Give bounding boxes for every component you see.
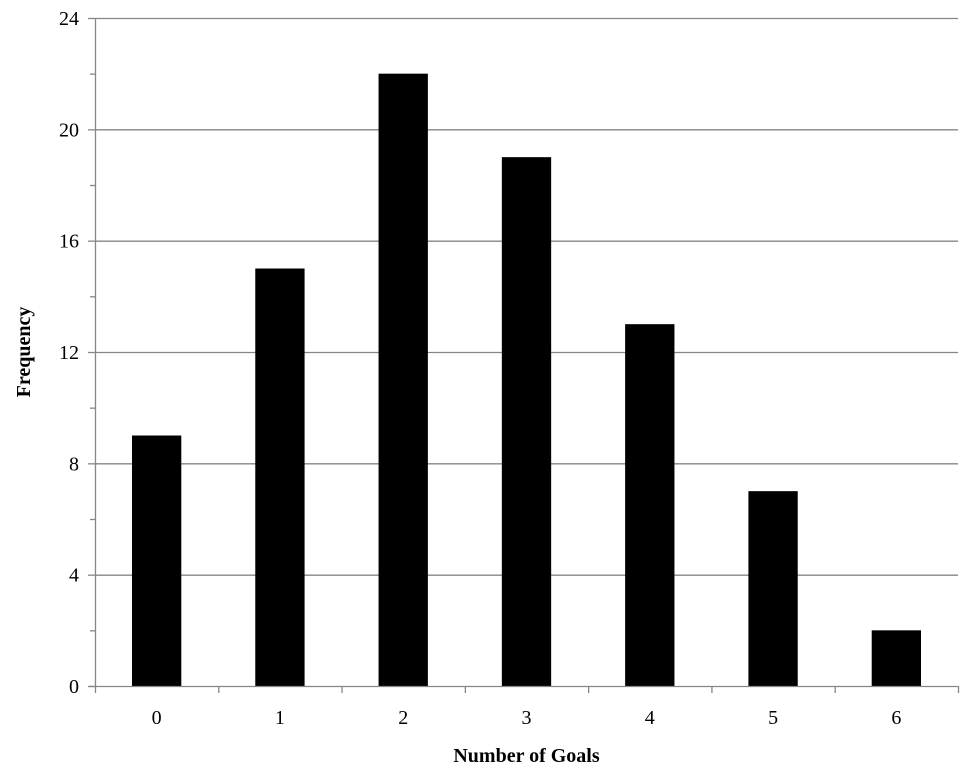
y-tick-label: 12	[59, 342, 79, 364]
bar-2	[378, 73, 428, 686]
bar-4	[625, 324, 675, 686]
x-tick-label: 4	[645, 707, 655, 729]
x-tick-label: 5	[768, 707, 778, 729]
x-tick-label: 3	[522, 707, 532, 729]
x-axis-title: Number of Goals	[453, 745, 600, 767]
y-tick-label: 8	[69, 453, 79, 475]
bar-5	[748, 491, 798, 686]
y-axis-title: Frequency	[13, 307, 35, 398]
bar-3	[501, 157, 552, 686]
y-tick-label: 4	[69, 565, 79, 587]
y-tick-label: 0	[69, 676, 79, 698]
axes	[88, 17, 960, 693]
x-tick-label: 0	[152, 707, 162, 729]
bars	[131, 73, 922, 686]
y-tick-label: 20	[59, 119, 79, 141]
x-tick-label: 1	[275, 707, 285, 729]
x-tick-label: 2	[398, 707, 408, 729]
bar-0	[131, 435, 182, 686]
bar-1	[255, 268, 305, 686]
x-tick-label: 6	[891, 707, 901, 729]
bar-6	[871, 630, 922, 686]
y-tick-label: 16	[59, 231, 79, 253]
y-tick-label: 24	[59, 8, 79, 30]
